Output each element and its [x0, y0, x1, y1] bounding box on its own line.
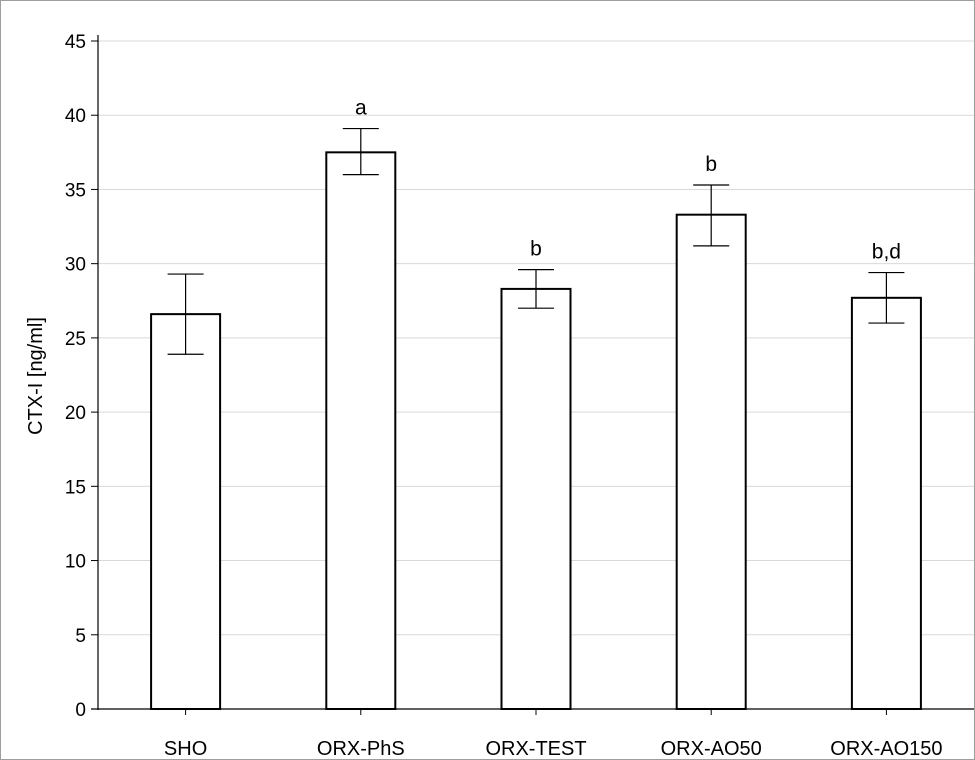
error-bar [167, 273, 204, 355]
bars [150, 151, 922, 711]
category-label: ORX-AO150 [830, 738, 942, 759]
category-label: SHO [164, 738, 207, 759]
category-labels: SHO ORX-PhS ORX-TEST ORX-AO50 ORX-AO150 [164, 738, 943, 759]
error-bar [342, 127, 379, 176]
bar-orx-phs [325, 151, 397, 711]
bar-sho [150, 313, 222, 710]
y-tick-label: 10 [65, 552, 86, 573]
significance-annotations: a b b b,d [355, 97, 901, 264]
error-bar [518, 269, 554, 309]
y-tick-label: 0 [75, 700, 86, 721]
y-tick-label: 15 [65, 477, 86, 498]
bar-orx-test [500, 287, 572, 710]
y-tick-label: 5 [75, 626, 86, 647]
error-bar [693, 184, 730, 247]
axes [91, 35, 974, 715]
y-tick-label: 20 [65, 403, 86, 424]
y-tick-label: 45 [65, 32, 86, 53]
category-label: ORX-AO50 [661, 738, 762, 759]
significance-label: b [530, 238, 542, 261]
bar-orx-ao150 [850, 296, 922, 710]
y-tick-label: 30 [65, 255, 86, 276]
significance-label: b [705, 153, 717, 176]
category-label: ORX-PhS [317, 738, 405, 759]
y-tick-label: 40 [65, 106, 86, 127]
category-label: ORX-TEST [485, 738, 586, 759]
y-tick-label: 35 [65, 180, 86, 201]
bar-orx-ao50 [675, 213, 747, 710]
error-bars [167, 127, 905, 355]
y-tick-label: 25 [65, 329, 86, 350]
significance-label: a [355, 97, 367, 120]
error-bar [868, 271, 905, 324]
y-axis-label: CTX-I [ng/ml] [25, 317, 47, 435]
y-tick-labels: 0 5 10 15 20 25 30 35 40 45 [65, 32, 86, 721]
significance-label: b,d [872, 241, 901, 264]
